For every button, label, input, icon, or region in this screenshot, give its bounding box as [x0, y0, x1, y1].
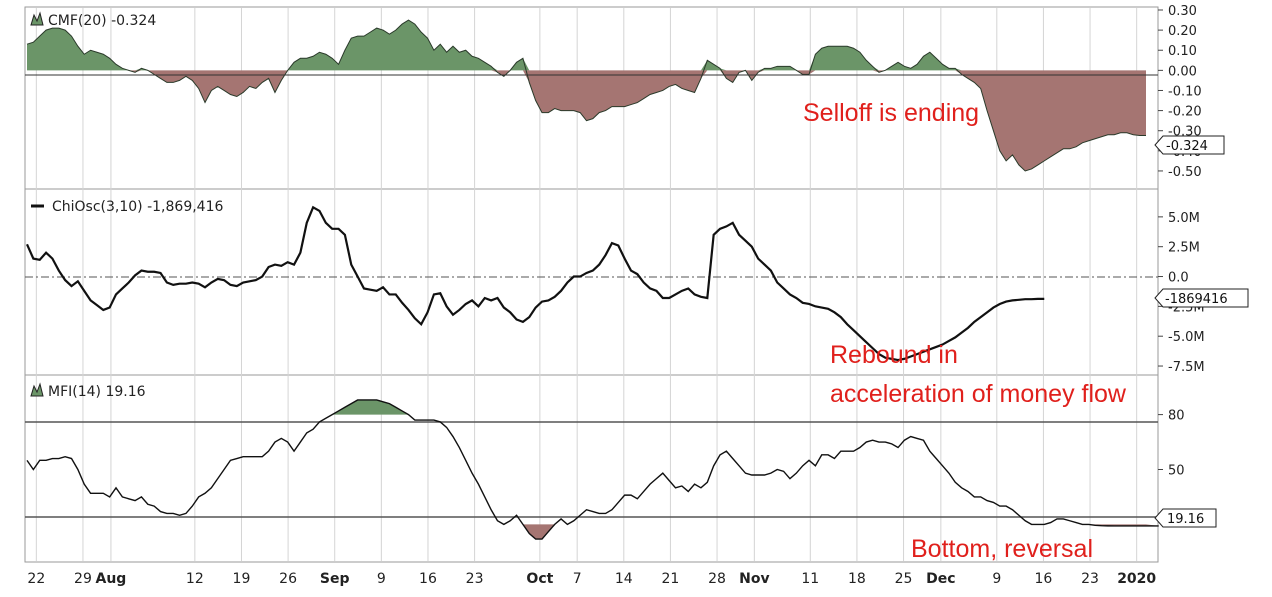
- y-tick-label: 0.0: [1168, 271, 1189, 286]
- y-tick-label: 50: [1168, 464, 1185, 479]
- x-tick-label: 7: [573, 571, 582, 587]
- mfi-value-text: 19.16: [1167, 512, 1204, 527]
- x-tick-label: 2020: [1117, 571, 1156, 587]
- y-tick-label: 0.00: [1168, 64, 1197, 79]
- x-tick-label: 26: [279, 571, 297, 587]
- mfi-value-tag: 19.16: [1154, 508, 1217, 528]
- y-tick-label: -5.0M: [1168, 330, 1205, 345]
- cmf-title: CMF(20) -0.324: [30, 11, 156, 29]
- chiosc-series-line: [25, 205, 1045, 362]
- chiosc-y-axis: 5.0M2.5M0.0-2.5M-5.0M-7.5M: [1158, 211, 1205, 375]
- x-tick-label: 12: [186, 571, 204, 587]
- annotation-rebound-line1: Rebound in: [830, 341, 958, 369]
- x-tick-label: 23: [466, 571, 484, 587]
- x-tick-label: 9: [992, 571, 1001, 587]
- annotation-rebound-line2: acceleration of money flow: [830, 380, 1127, 408]
- cmf-areas: [26, 19, 1146, 172]
- y-tick-label: 0.20: [1168, 24, 1197, 39]
- x-tick-label: 19: [233, 571, 251, 587]
- cmf-value-text: -0.324: [1166, 139, 1208, 154]
- mfi-series-line: [26, 399, 1159, 540]
- y-tick-label: 2.5M: [1168, 241, 1200, 256]
- x-tick-label: Sep: [320, 571, 350, 587]
- x-tick-label: 18: [848, 571, 866, 587]
- x-tick-label: 21: [662, 571, 680, 587]
- cmf-title-text: CMF(20) -0.324: [48, 13, 156, 29]
- y-tick-label: 0.30: [1168, 4, 1197, 19]
- mfi-y-axis: 80 50: [1158, 409, 1185, 479]
- mfi-panel: [24, 374, 1159, 563]
- cmf-value-tag: -0.324: [1154, 135, 1225, 155]
- cmf-series-line: [26, 19, 1146, 172]
- x-tick-label: Dec: [926, 571, 955, 587]
- x-tick-label: 29: [74, 571, 92, 587]
- x-tick-label: 23: [1081, 571, 1099, 587]
- x-tick-label: Oct: [526, 571, 553, 587]
- cmf-negative-area: [27, 70, 1146, 171]
- y-tick-label: -7.5M: [1168, 360, 1205, 375]
- y-tick-label: -0.50: [1168, 165, 1202, 180]
- area-chart-icon: [30, 382, 44, 397]
- mfi-title-text: MFI(14) 19.16: [48, 384, 146, 400]
- x-tick-label: 25: [895, 571, 913, 587]
- y-tick-label: 0.10: [1168, 44, 1197, 59]
- x-tick-label: 16: [1035, 571, 1053, 587]
- x-tick-label: 22: [27, 571, 45, 587]
- x-tick-label: 16: [419, 571, 437, 587]
- annotation-bottom: Bottom, reversal: [911, 535, 1093, 563]
- chiosc-title: ChiOsc(3,10) -1,869,416: [31, 199, 223, 215]
- x-tick-label: 28: [708, 571, 726, 587]
- y-tick-label: -0.10: [1168, 84, 1202, 99]
- x-tick-label: Aug: [96, 571, 127, 587]
- mfi-title: MFI(14) 19.16: [30, 382, 146, 400]
- annotation-selloff: Selloff is ending: [803, 99, 979, 127]
- chiosc-title-text: ChiOsc(3,10) -1,869,416: [52, 199, 223, 215]
- chiosc-value-tag: -1869416: [1154, 288, 1249, 308]
- x-tick-label: 9: [377, 571, 386, 587]
- x-tick-label: 14: [615, 571, 633, 587]
- y-tick-label: -0.20: [1168, 105, 1202, 120]
- y-tick-label: 80: [1168, 409, 1185, 424]
- area-chart-icon: [30, 11, 44, 26]
- y-tick-label: 5.0M: [1168, 211, 1200, 226]
- x-tick-label: Nov: [739, 571, 769, 587]
- x-tick-label: 11: [801, 571, 819, 587]
- chiosc-value-text: -1869416: [1165, 292, 1228, 307]
- x-axis: 22 29 Aug 12 19 26 Sep 9 16 23 Oct 7 14 21 28 Nov 11 18 25…: [27, 571, 1156, 587]
